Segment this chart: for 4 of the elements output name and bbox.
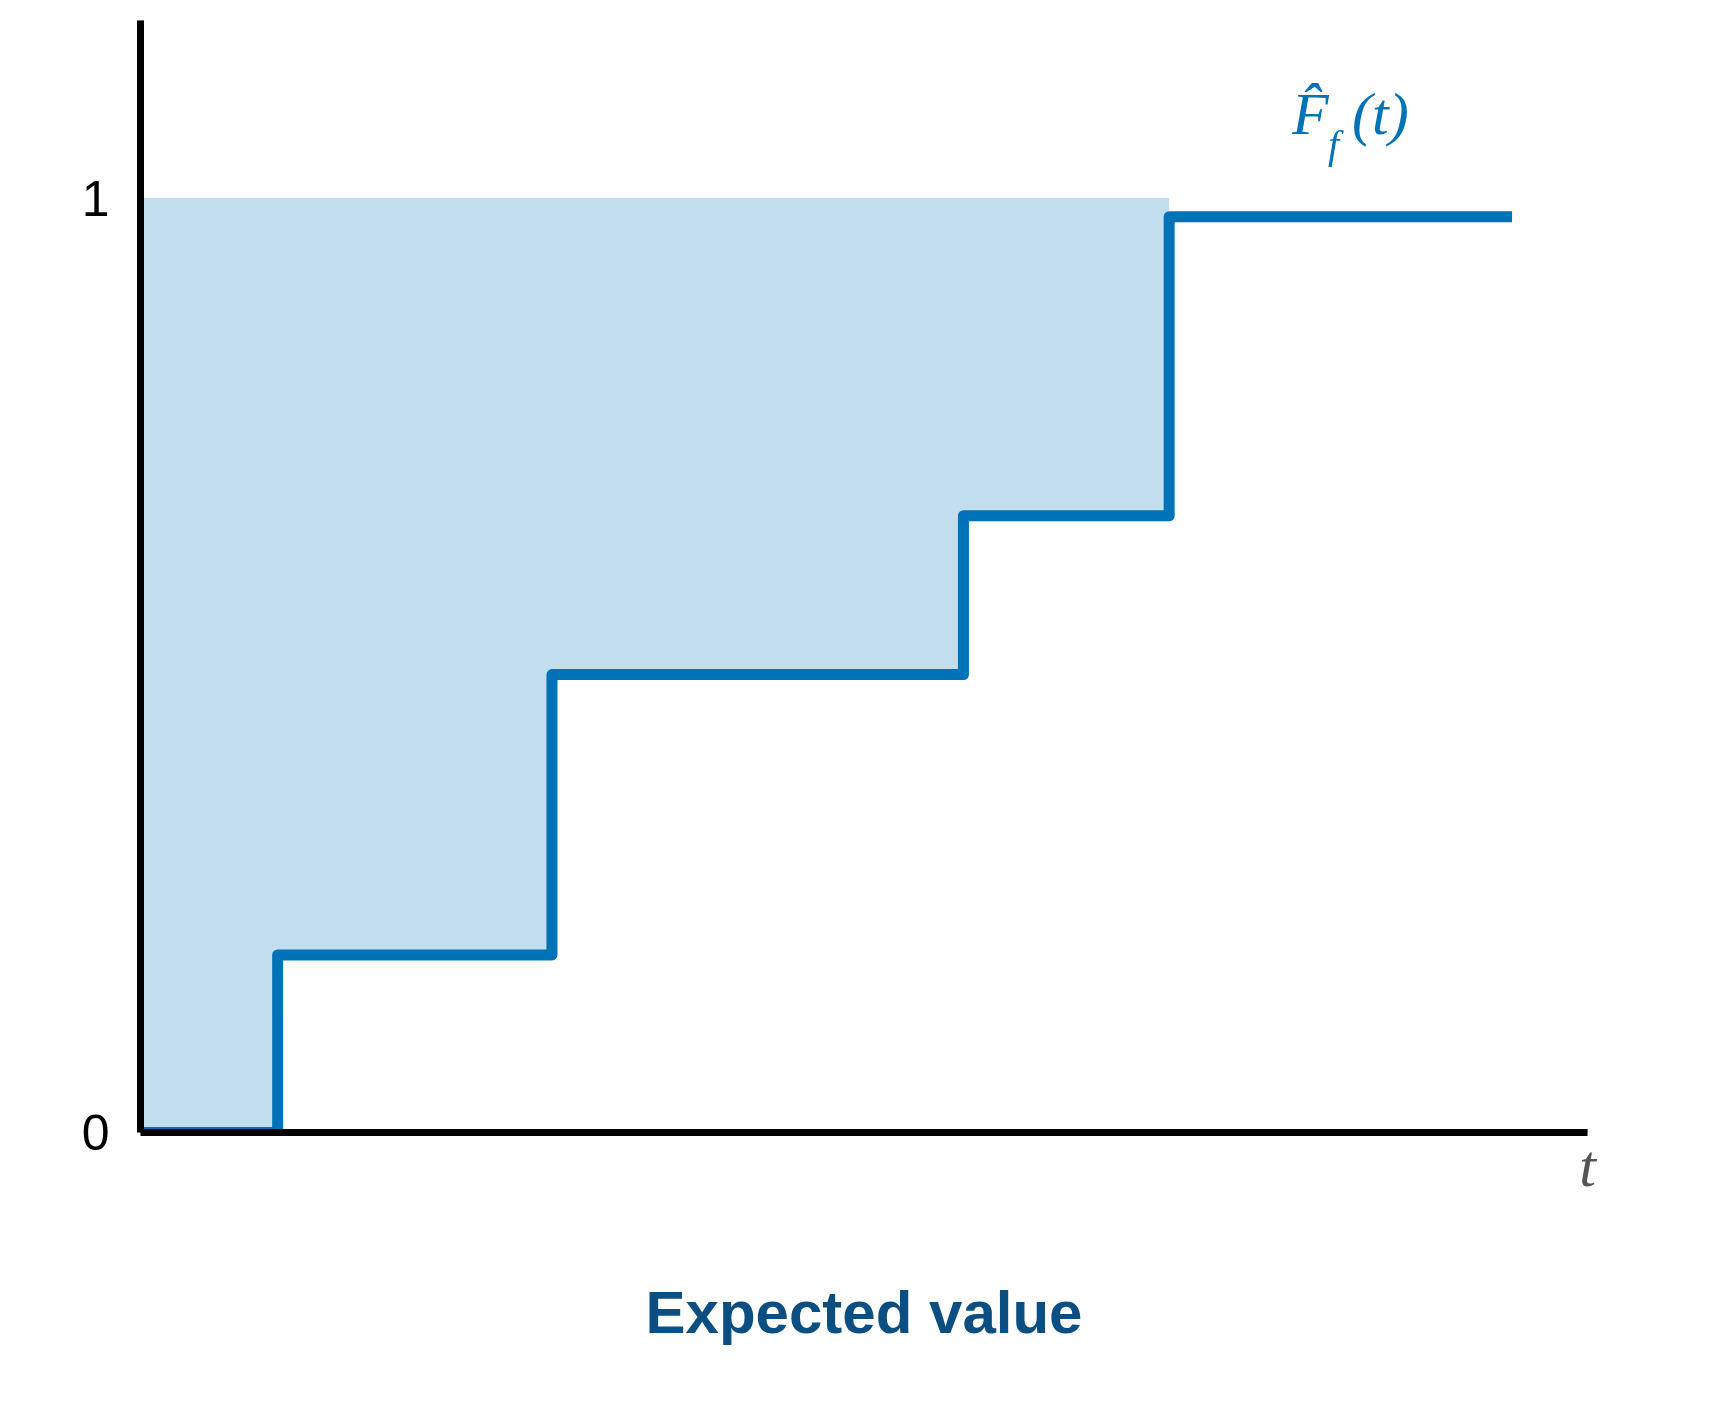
text: Expected value <box>645 1278 1083 1346</box>
y-tick-label: 0 <box>81 1105 110 1161</box>
x-axis-title: t <box>1579 1132 1598 1199</box>
y-tick-label: 1 <box>81 170 110 227</box>
